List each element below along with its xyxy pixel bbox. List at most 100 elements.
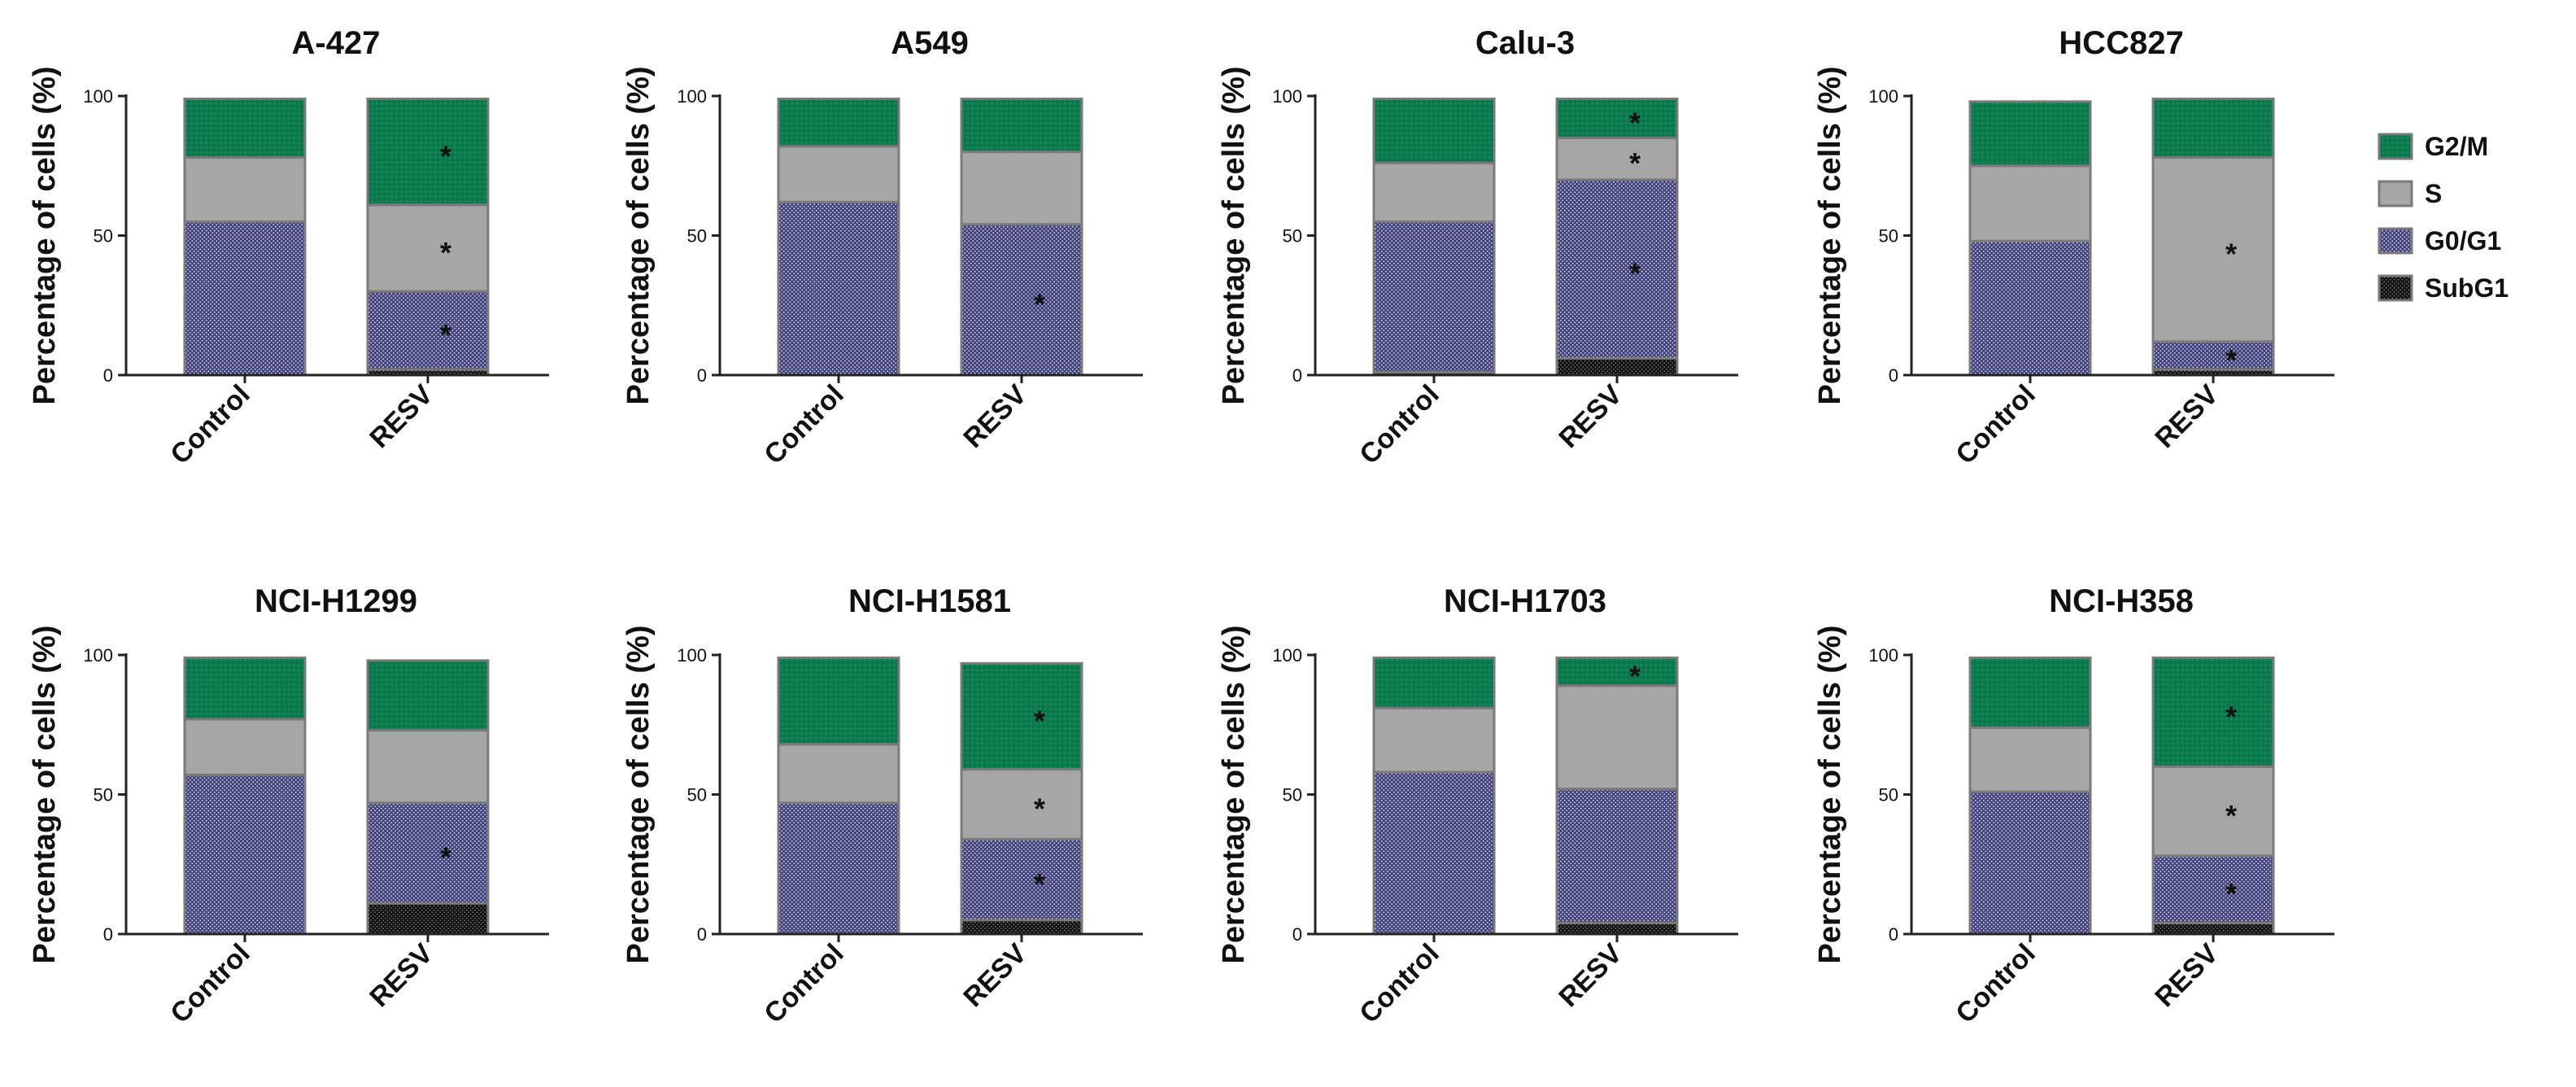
segment-g0-g1 [1372,220,1496,374]
panel-hcc827: HCC827 Percentage of cells (%) 0 50 100 Contr… [1813,25,2334,470]
segment-g2-m [777,97,900,148]
segment-g0-g1 [1555,788,1679,924]
segment-g0-g1 [1372,771,1496,936]
panel-nci-h1581: NCI-H1581 Percentage of cells (%) 0 50 100 Co… [621,583,1143,1029]
significance-star: * [440,318,451,351]
segment-subg1 [2151,921,2275,936]
y-tick-label: 50 [1879,785,1898,805]
y-tick-label: 0 [1889,365,1898,386]
segment-g2-m [2151,97,2275,159]
bar-resv: * * * [366,97,490,377]
y-tick-label: 50 [687,785,707,805]
panel-title: A549 [891,25,969,61]
y-axis-title: Percentage of cells (%) [28,66,62,404]
y-tick-label: 0 [1292,924,1302,945]
panel-calu-3: Calu-3 Percentage of cells (%) 0 50 100 Contr… [1217,25,1738,470]
panel-a549: A549 Percentage of cells (%) 0 50 100 Control… [621,25,1143,470]
y-tick-label: 100 [677,86,707,107]
x-category-label: Control [1950,379,2041,470]
segment-g2-m [1372,97,1496,164]
significance-star: * [1034,287,1045,321]
significance-star: * [1629,257,1641,290]
x-category-label: RESV [364,938,439,1014]
bar-control [1968,656,2092,936]
bar-resv: * [366,659,490,936]
segment-s [1968,164,2092,242]
significance-star: * [1629,660,1641,693]
segment-s [1968,726,2092,793]
bar-control [777,656,900,936]
significance-star: * [1034,792,1045,826]
segment-g2-m [1968,656,2092,729]
bar-control [1968,100,2092,377]
legend-item-g2-m: G2/M [2378,132,2488,161]
legend: G2/M S G0/G1 SubG1 [2378,132,2508,303]
y-tick-label: 50 [94,226,113,247]
bar-control [183,656,307,936]
x-category-label: Control [1950,938,2041,1029]
segment-g2-m [1555,97,1679,139]
y-axis-title: Percentage of cells (%) [28,625,62,963]
legend-label: G0/G1 [2425,226,2501,255]
x-category-label: Control [1353,938,1445,1029]
segment-g0-g1 [960,837,1083,922]
y-axis-title: Percentage of cells (%) [1217,625,1251,963]
y-tick-label: 100 [83,645,113,666]
y-axis-title: Percentage of cells (%) [1813,625,1847,963]
significance-star: * [440,841,451,875]
segment-g2-m [2151,656,2275,768]
legend-swatch [2378,180,2413,207]
legend-swatch [2378,227,2413,255]
segment-g0-g1 [1555,178,1679,360]
panel-title: HCC827 [2059,25,2183,61]
panel-title: NCI-H1703 [1444,583,1606,619]
segment-g0-g1 [2151,854,2275,924]
y-axis-title: Percentage of cells (%) [621,66,656,404]
panel-title: NCI-H358 [2049,583,2194,619]
segment-g0-g1 [366,801,490,905]
bar-resv: ** [2151,97,2275,377]
segment-s [1555,136,1679,181]
bar-resv: * [1555,656,1679,936]
segment-s [2151,765,2275,858]
x-category-label: Control [1353,379,1445,470]
legend-item-g0-g1: G0/G1 [2378,226,2501,255]
y-tick-label: 50 [1879,226,1898,247]
segment-g0-g1 [183,773,307,936]
panel-title: NCI-H1299 [255,583,417,619]
significance-star: * [2225,700,2237,733]
segment-g0-g1 [960,223,1083,377]
x-category-label: RESV [957,379,1033,455]
segment-s [2151,155,2275,343]
y-axis-title: Percentage of cells (%) [1217,66,1251,404]
bar-resv: * * * [2151,656,2275,936]
segment-subg1 [366,901,490,936]
segment-s [960,768,1083,840]
segment-s [1372,706,1496,774]
significance-star: * [2225,343,2237,377]
segment-s [777,743,900,805]
significance-star: * [2225,799,2237,832]
segment-subg1 [1555,356,1679,377]
bar-resv: * * * [1555,97,1679,377]
segment-s [960,151,1083,226]
segment-g2-m [1968,100,2092,168]
y-tick-label: 50 [1283,226,1302,247]
y-tick-label: 50 [1283,785,1302,805]
y-tick-label: 0 [1889,924,1898,945]
segment-g2-m [366,659,490,732]
segment-g2-m [1555,656,1679,688]
segment-g0-g1 [1968,239,2092,377]
x-category-label: RESV [2149,379,2225,455]
segment-g0-g1 [777,200,900,377]
panel-nci-h358: NCI-H358 Percentage of cells (%) 0 50 100 Con… [1813,583,2334,1029]
y-axis-title: Percentage of cells (%) [621,625,656,963]
segment-s [183,718,307,776]
panel-title: Calu-3 [1475,25,1575,61]
segment-g0-g1 [366,290,490,371]
x-category-label: RESV [1553,938,1628,1014]
x-category-label: RESV [2149,938,2225,1014]
significance-star: * [440,236,451,269]
segment-g2-m [366,97,490,207]
legend-item-s: S [2378,179,2442,208]
